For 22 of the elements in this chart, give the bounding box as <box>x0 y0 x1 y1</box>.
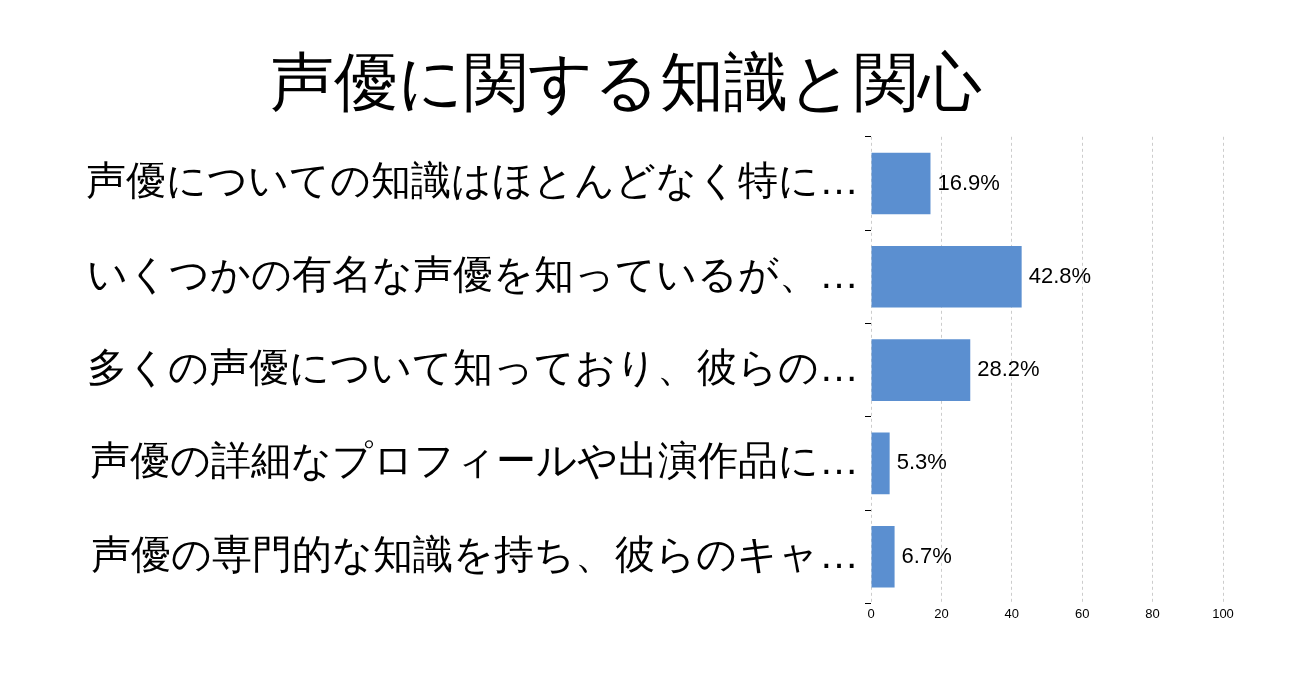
x-tick-label: 0 <box>867 605 875 621</box>
chart-title: 声優に関する知識と関心 <box>269 46 982 119</box>
data-label: 28.2% <box>977 356 1040 382</box>
data-label: 5.3% <box>896 449 947 475</box>
y-tick-label: 声優についての知識はほとんどなく特に… <box>86 158 859 203</box>
x-tick-label: 60 <box>1074 605 1090 621</box>
y-tick-label: 声優の専門的な知識を持ち、彼らのキャ… <box>91 531 859 576</box>
data-label: 16.9% <box>937 169 1000 195</box>
data-label: 6.7% <box>901 542 952 568</box>
y-tick-label: いくつかの有名な声優を知っているが、… <box>87 251 859 296</box>
y-tick-label: 多くの声優について知っており、彼らの… <box>87 345 859 390</box>
bar <box>871 525 895 588</box>
data-label: 42.8% <box>1028 262 1092 288</box>
bar <box>871 245 1022 308</box>
x-tick-label: 20 <box>934 605 949 621</box>
bar <box>871 152 931 215</box>
y-tick-label: 声優の詳細なプロフィールや出演作品に… <box>90 438 859 483</box>
x-tick-label: 80 <box>1145 605 1160 621</box>
x-tick-label: 100 <box>1212 605 1234 621</box>
bar <box>871 339 971 401</box>
bar <box>871 432 890 495</box>
x-tick-label: 40 <box>1004 605 1020 621</box>
